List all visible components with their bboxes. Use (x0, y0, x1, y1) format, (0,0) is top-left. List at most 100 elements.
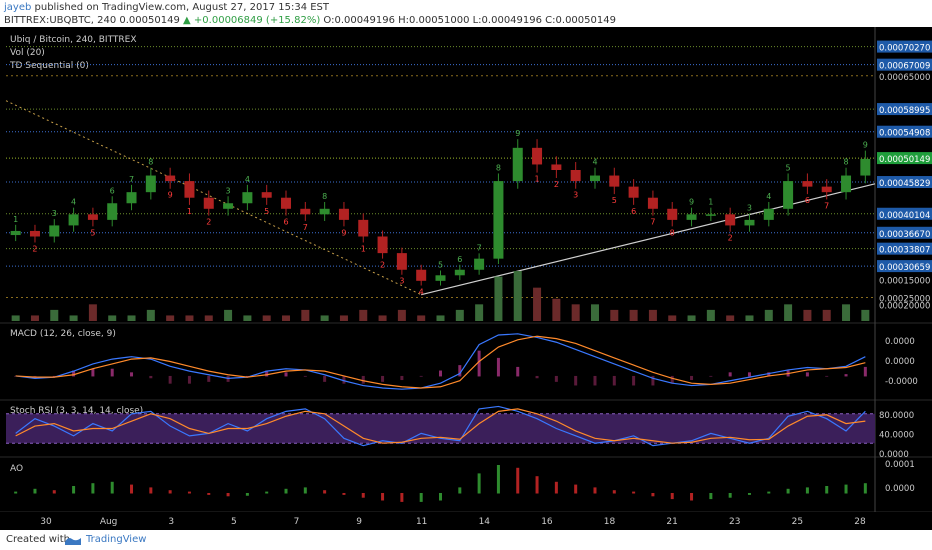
macd-histogram-bar (168, 375, 172, 384)
td-sell-count: 6 (457, 255, 462, 264)
macd-tick-label: 0.0000 (885, 337, 915, 347)
ao-title: AO (10, 464, 23, 474)
candle[interactable] (281, 197, 292, 209)
candle[interactable] (242, 192, 253, 204)
td-buy-count: 1 (361, 244, 366, 253)
ao-bar (207, 493, 211, 495)
td-buy-count: 9 (341, 228, 346, 237)
macd-histogram-bar (91, 368, 95, 377)
time-tick-label: 23 (729, 517, 740, 527)
candle[interactable] (358, 219, 369, 237)
stoch-rsi-pane[interactable]: Stoch RSI (3, 3, 14, 14, close) 80.0000 40… (0, 400, 932, 460)
volume-bar (397, 309, 406, 321)
macd-pane[interactable]: MACD (12, 26, close, 9) 0.0000 0.0000 -0.00… (0, 323, 932, 401)
candle[interactable] (783, 181, 794, 209)
price-level-label-bg (877, 176, 932, 189)
candle[interactable] (860, 158, 871, 176)
tradingview-logo-icon (65, 538, 81, 545)
candle[interactable] (647, 197, 658, 209)
candle[interactable] (570, 170, 581, 182)
candle[interactable] (10, 230, 21, 236)
price-level-label: 0.00054908 (879, 129, 930, 139)
candle[interactable] (512, 147, 523, 182)
macd-histogram-bar (400, 375, 404, 381)
candle[interactable] (203, 197, 214, 209)
td-buy-count: 7 (650, 218, 655, 227)
candle[interactable] (107, 203, 118, 220)
ao-bar (632, 491, 636, 494)
candle[interactable] (589, 175, 600, 182)
created-with-text: Created with (6, 534, 70, 545)
ao-bar (670, 493, 674, 500)
ao-bar (496, 465, 500, 494)
volume-bar (494, 276, 503, 321)
volume-bar (185, 315, 194, 321)
macd-histogram-bar (690, 375, 694, 381)
candle[interactable] (532, 147, 543, 165)
candle[interactable] (87, 214, 98, 220)
brand-text[interactable]: TradingView (86, 534, 147, 545)
price-level-label-bg (877, 226, 932, 239)
volume-bar (30, 315, 39, 321)
price-level-label: 0.00040104 (879, 211, 930, 221)
volume-bar (822, 309, 831, 321)
chart-area[interactable]: Ubiq / Bitcoin, 240, BITTREX Vol (20) TD S… (0, 27, 932, 530)
candle[interactable] (705, 214, 716, 216)
candle[interactable] (145, 175, 156, 193)
volume-bar (224, 309, 233, 321)
candle[interactable] (725, 214, 736, 226)
last-price: 0.00050149 (119, 15, 180, 26)
candle[interactable] (396, 253, 407, 270)
candle[interactable] (609, 175, 620, 187)
candle[interactable] (802, 181, 813, 187)
candle[interactable] (474, 258, 485, 270)
volume-tick-label: 0.00020000 (879, 302, 930, 312)
candle[interactable] (551, 164, 562, 170)
footer: Created with TradingView (0, 530, 932, 550)
candle[interactable] (223, 203, 234, 209)
ao-bar (593, 487, 597, 494)
candle[interactable] (126, 192, 137, 204)
volume-bar (533, 287, 542, 321)
td-buy-count: 2 (380, 261, 385, 270)
candle[interactable] (763, 208, 774, 220)
candle[interactable] (493, 181, 504, 259)
author-link[interactable]: jayeb (4, 2, 32, 13)
candle[interactable] (377, 236, 388, 254)
price-level-label-bg (877, 58, 932, 71)
candle[interactable] (29, 230, 40, 237)
volume-bar (726, 315, 735, 321)
candle[interactable] (667, 208, 678, 220)
candle[interactable] (454, 269, 465, 276)
candle[interactable] (686, 214, 697, 220)
chart-background (0, 27, 932, 530)
price-level-label-bg (877, 242, 932, 255)
candle[interactable] (49, 225, 60, 237)
candle[interactable] (319, 208, 330, 215)
candle[interactable] (184, 181, 195, 198)
candle[interactable] (821, 186, 832, 193)
ao-bar (130, 484, 134, 494)
ao-bar (245, 493, 249, 496)
candle[interactable] (435, 275, 446, 281)
volume-bar (552, 298, 561, 321)
ao-bar (110, 481, 114, 494)
candle[interactable] (261, 192, 272, 198)
td-sell-count: 5 (438, 260, 443, 269)
candle[interactable] (68, 214, 79, 226)
candle[interactable] (338, 208, 349, 220)
candle[interactable] (300, 208, 311, 215)
volume-bar (648, 309, 657, 321)
candle[interactable] (628, 186, 639, 198)
td-sell-count: 4 (245, 175, 250, 184)
published-text: published on TradingView.com, August 27,… (34, 2, 330, 13)
candle[interactable] (165, 175, 176, 182)
volume-bar (378, 315, 387, 321)
price-pane[interactable]: Ubiq / Bitcoin, 240, BITTREX Vol (20) TD S… (0, 27, 932, 324)
macd-histogram-bar (496, 357, 500, 377)
macd-title: MACD (12, 26, close, 9) (10, 329, 116, 339)
candle[interactable] (841, 175, 852, 193)
candle[interactable] (416, 269, 427, 281)
candle[interactable] (744, 219, 755, 226)
